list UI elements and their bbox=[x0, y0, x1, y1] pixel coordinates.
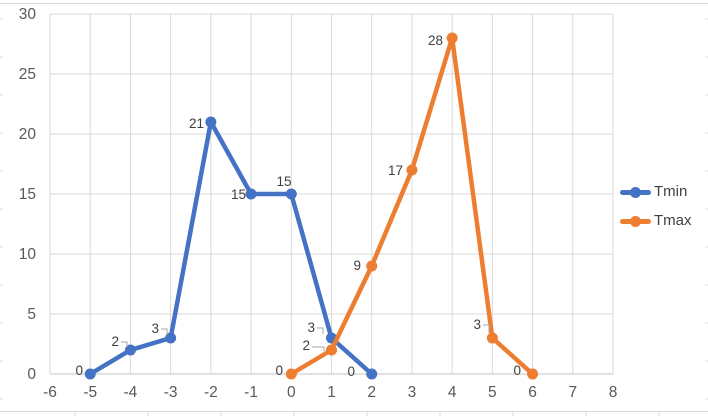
plot-gridlines bbox=[49, 13, 614, 375]
tmin-line-marker-icon bbox=[620, 186, 651, 198]
data-label: 9 bbox=[353, 258, 361, 273]
data-label: 3 bbox=[473, 317, 481, 332]
data-label: 15 bbox=[276, 174, 291, 189]
series-tmax: 0 2 9 17 28 3 0 bbox=[275, 32, 539, 380]
data-label: 0 bbox=[275, 363, 283, 378]
x-axis-tick-label: 4 bbox=[448, 384, 457, 401]
tmax-data-labels: 0 2 9 17 28 3 0 bbox=[275, 33, 521, 378]
data-label: 0 bbox=[513, 363, 521, 378]
chart-legend: Tmin Tmax bbox=[620, 181, 692, 232]
data-label-leader-line bbox=[312, 346, 325, 351]
tmax-marker[interactable] bbox=[406, 164, 418, 176]
x-axis-tick-label: 1 bbox=[327, 384, 336, 401]
x-axis-tick-label: 6 bbox=[528, 384, 537, 401]
data-label: 0 bbox=[75, 363, 83, 378]
y-axis-tick-label: 5 bbox=[27, 306, 36, 323]
y-axis-tick-label: 15 bbox=[19, 186, 36, 203]
tmin-marker[interactable] bbox=[285, 188, 297, 200]
data-label: 2 bbox=[111, 334, 119, 349]
data-label: 17 bbox=[388, 163, 403, 178]
x-axis-tick-label: -6 bbox=[43, 384, 57, 401]
legend-item-tmin[interactable]: Tmin bbox=[620, 181, 692, 203]
tmin-marker[interactable] bbox=[366, 368, 378, 380]
legend-label-tmax: Tmax bbox=[654, 212, 692, 229]
tmin-marker[interactable] bbox=[205, 116, 217, 128]
data-label: 3 bbox=[307, 320, 315, 335]
legend-label-tmin: Tmin bbox=[654, 183, 688, 200]
tmax-marker[interactable] bbox=[285, 368, 297, 380]
tmax-marker[interactable] bbox=[486, 332, 498, 344]
x-axis-tick-label: 0 bbox=[287, 384, 296, 401]
x-axis-tick-label: -1 bbox=[244, 384, 258, 401]
x-axis-tick-label: -4 bbox=[124, 384, 138, 401]
x-axis-tick-label: 7 bbox=[568, 384, 577, 401]
data-label-leader-line bbox=[161, 328, 168, 335]
x-axis-tick-label: 8 bbox=[609, 384, 618, 401]
y-axis-tick-label: 20 bbox=[19, 126, 37, 143]
data-label: 0 bbox=[347, 364, 355, 379]
data-label-leader-line bbox=[121, 341, 128, 347]
tmin-marker[interactable] bbox=[124, 344, 136, 356]
x-axis-tick-label: -5 bbox=[83, 384, 97, 401]
tmin-marker[interactable] bbox=[245, 188, 257, 200]
x-axis-tick-label: 3 bbox=[408, 384, 417, 401]
data-label: 28 bbox=[428, 33, 443, 48]
y-axis-tick-label: 0 bbox=[27, 366, 36, 383]
data-label-leader-line bbox=[317, 327, 324, 334]
tmin-marker[interactable] bbox=[84, 368, 96, 380]
data-label: 21 bbox=[189, 116, 204, 131]
data-label: 3 bbox=[151, 321, 159, 336]
y-axis-tick-label: 10 bbox=[19, 246, 37, 263]
tmin-data-labels: 0 2 3 21 15 15 3 0 bbox=[75, 116, 355, 379]
x-axis-tick-label: -2 bbox=[204, 384, 218, 401]
tmax-line-marker-icon bbox=[620, 215, 651, 227]
worksheet-edge-decorations bbox=[0, 3, 708, 416]
data-label: 15 bbox=[231, 187, 246, 202]
legend-item-tmax[interactable]: Tmax bbox=[620, 210, 692, 232]
tmin-marker[interactable] bbox=[165, 332, 177, 344]
x-axis-tick-label: 5 bbox=[488, 384, 497, 401]
x-axis-tick-label: -3 bbox=[164, 384, 178, 401]
tmax-marker[interactable] bbox=[446, 32, 458, 44]
x-axis-tick-label: 2 bbox=[367, 384, 376, 401]
series-tmin: 0 2 3 21 15 15 3 0 bbox=[75, 116, 378, 380]
y-axis-tick-label: 30 bbox=[19, 6, 37, 23]
tmax-marker[interactable] bbox=[326, 344, 337, 356]
tmin-line[interactable] bbox=[87, 119, 374, 377]
data-label-leader-line bbox=[483, 324, 490, 333]
data-label: 2 bbox=[302, 338, 310, 353]
tmax-marker[interactable] bbox=[366, 260, 378, 272]
tmax-marker[interactable] bbox=[527, 368, 539, 380]
y-axis-tick-label: 25 bbox=[19, 66, 36, 83]
